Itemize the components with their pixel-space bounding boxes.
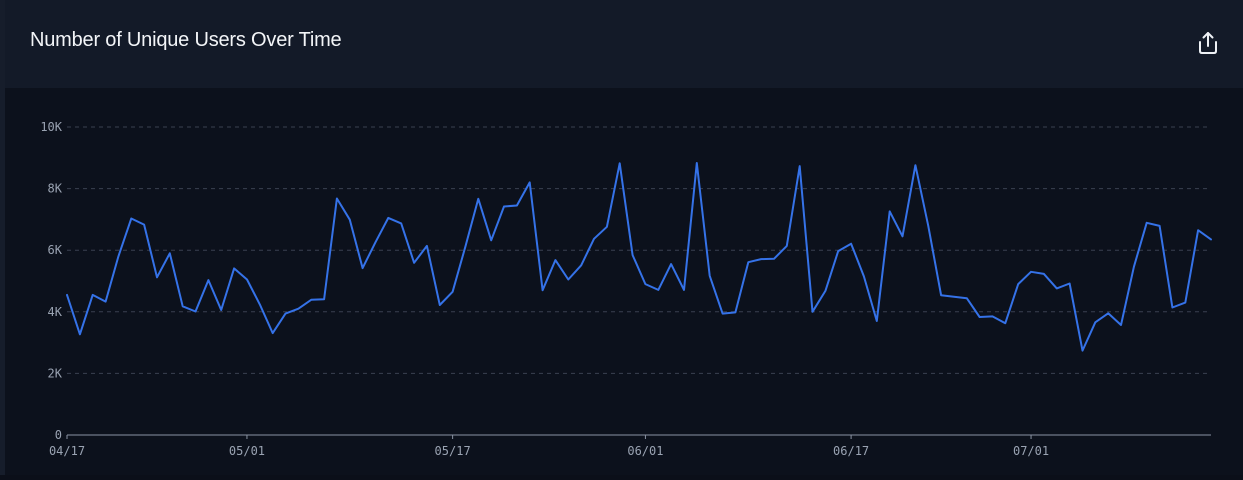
y-tick-label: 0 (55, 428, 62, 442)
chart-title: Number of Unique Users Over Time (30, 29, 342, 51)
x-tick-label: 06/17 (833, 444, 869, 458)
y-tick-label: 10K (40, 120, 62, 134)
x-tick-label: 06/01 (627, 444, 663, 458)
series-line (66, 162, 1212, 352)
y-tick-label: 2K (48, 366, 63, 380)
line-chart: 0 2K 4K 6K 8K 10K 04/17 05/01 05/17 06/01 06/17 07/… (40, 120, 1212, 458)
x-tick-label: 04/17 (49, 444, 85, 458)
panel-header: Number of Unique Users Over Time (5, 0, 1243, 88)
x-tick-label: 05/17 (435, 444, 471, 458)
x-tick-label: 07/01 (1013, 444, 1049, 458)
export-button[interactable] (1195, 30, 1221, 56)
y-tick-label: 8K (48, 182, 63, 196)
y-tick-label: 6K (48, 243, 63, 257)
x-tick-label: 05/01 (229, 444, 265, 458)
chart-area: 0 2K 4K 6K 8K 10K 04/17 05/01 05/17 06/01 06/17 07/… (5, 88, 1243, 475)
y-tick-label: 4K (48, 305, 63, 319)
export-share-icon (1199, 32, 1217, 54)
